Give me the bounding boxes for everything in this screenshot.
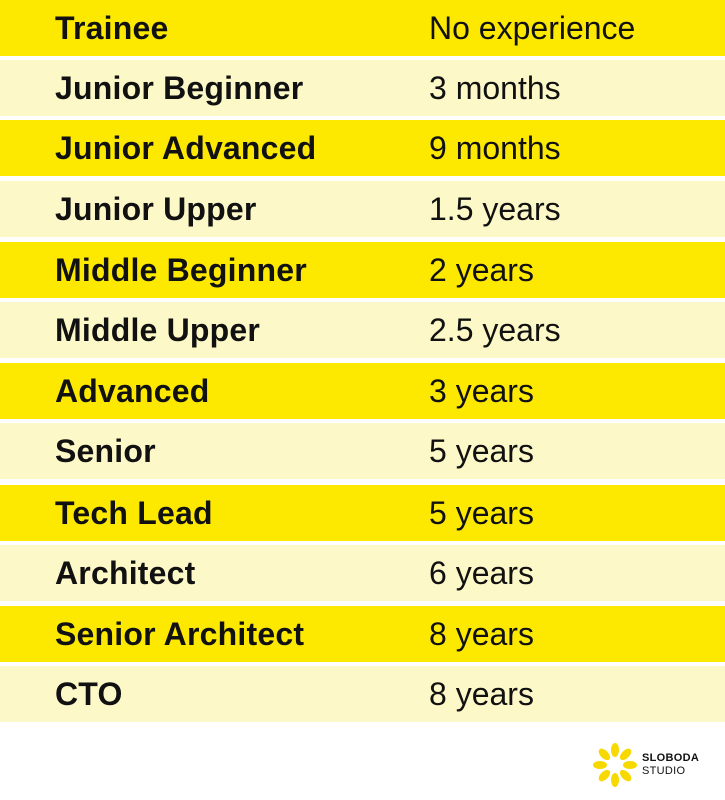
footer: SLOBODA STUDIO [0,724,725,800]
logo-line-1: SLOBODA [642,752,700,764]
role-name: Advanced [55,373,210,409]
table-row: Architect 6 years [0,545,725,601]
role-name: CTO [55,676,123,712]
table-row: Senior 5 years [0,423,725,479]
sloboda-studio-logo: SLOBODA STUDIO [592,742,712,788]
experience-value: 5 years [429,433,534,469]
table-row: Junior Advanced 9 months [0,120,725,176]
flower-burst-icon [593,743,637,787]
experience-value: 3 months [429,70,561,106]
role-name: Architect [55,555,196,591]
table-row: Junior Upper 1.5 years [0,181,725,237]
logo-line-2: STUDIO [642,765,686,777]
role-name: Trainee [55,10,169,46]
role-name: Middle Upper [55,312,261,348]
experience-value: 5 years [429,495,534,531]
table-row: Middle Beginner 2 years [0,242,725,298]
experience-value: 3 years [429,373,534,409]
experience-value: 2.5 years [429,312,561,348]
role-name: Middle Beginner [55,252,307,288]
table-row: Middle Upper 2.5 years [0,302,725,358]
experience-value: 6 years [429,555,534,591]
role-name: Senior Architect [55,616,305,652]
experience-value: No experience [429,10,636,46]
experience-value: 1.5 years [429,191,561,227]
experience-value: 2 years [429,252,534,288]
role-name: Junior Advanced [55,130,317,166]
role-name: Tech Lead [55,495,213,531]
experience-value: 8 years [429,616,534,652]
role-name: Senior [55,433,156,469]
role-name: Junior Upper [55,191,257,227]
experience-value: 8 years [429,676,534,712]
table-row: Senior Architect 8 years [0,606,725,662]
experience-value: 9 months [429,130,561,166]
table-row: Trainee No experience [0,0,725,56]
role-name: Junior Beginner [55,70,304,106]
table-row: Tech Lead 5 years [0,485,725,541]
table-row: CTO 8 years [0,666,725,722]
table-row: Junior Beginner 3 months [0,60,725,116]
logo-wordmark: SLOBODA STUDIO [642,752,699,778]
table-row: Advanced 3 years [0,363,725,419]
